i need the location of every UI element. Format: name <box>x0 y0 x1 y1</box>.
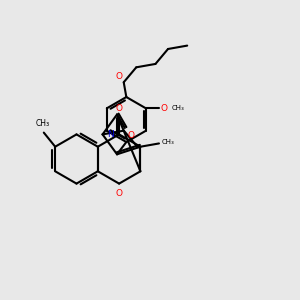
Text: CH₃: CH₃ <box>162 139 175 145</box>
Text: CH₃: CH₃ <box>36 119 50 128</box>
Text: CH₃: CH₃ <box>172 105 185 111</box>
Text: N: N <box>107 130 114 139</box>
Text: O: O <box>161 104 168 113</box>
Text: O: O <box>116 104 123 113</box>
Text: O: O <box>128 131 135 140</box>
Text: O: O <box>116 189 123 198</box>
Text: O: O <box>115 72 122 81</box>
